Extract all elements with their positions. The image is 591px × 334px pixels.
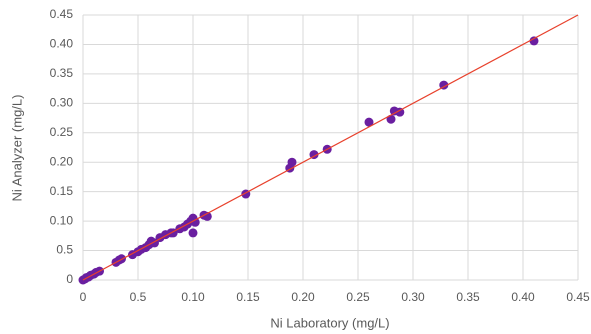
y-tick-label: 0.35 <box>50 66 74 80</box>
data-point <box>188 228 198 238</box>
x-tick-label: 0.30 <box>401 290 425 304</box>
data-point <box>395 107 405 117</box>
x-tick-label: 0.35 <box>456 290 480 304</box>
y-tick-label: 0.30 <box>50 96 74 110</box>
y-tick-label: 0.5 <box>56 243 73 257</box>
data-point <box>439 80 449 90</box>
x-tick-label: 0.40 <box>511 290 535 304</box>
x-axis-title: Ni Laboratory (mg/L) <box>270 315 389 330</box>
y-tick-label: 0.15 <box>50 184 74 198</box>
x-tick-label: 0.10 <box>181 290 205 304</box>
trendline <box>82 14 579 281</box>
x-tick-label: 0.25 <box>346 290 370 304</box>
y-tick-label: 0.40 <box>50 37 74 51</box>
y-tick-label: 0.25 <box>50 125 74 139</box>
data-point <box>287 157 297 167</box>
x-tick-label: 0.45 <box>566 290 590 304</box>
data-point <box>309 150 319 160</box>
y-tick-label: 0.20 <box>50 154 74 168</box>
x-tick-label: 0.20 <box>291 290 315 304</box>
data-point <box>190 217 200 227</box>
data-point <box>364 117 374 127</box>
data-point <box>386 114 396 124</box>
x-tick-label: 0.5 <box>130 290 147 304</box>
data-point <box>529 36 539 46</box>
y-tick-label: 0.10 <box>50 213 74 227</box>
y-tick-label: 0.45 <box>50 7 74 21</box>
y-axis-title: Ni Analyzer (mg/L) <box>9 95 24 202</box>
y-tick-label: 0 <box>66 272 73 286</box>
x-tick-label: 0 <box>80 290 87 304</box>
x-tick-label: 0.15 <box>236 290 260 304</box>
